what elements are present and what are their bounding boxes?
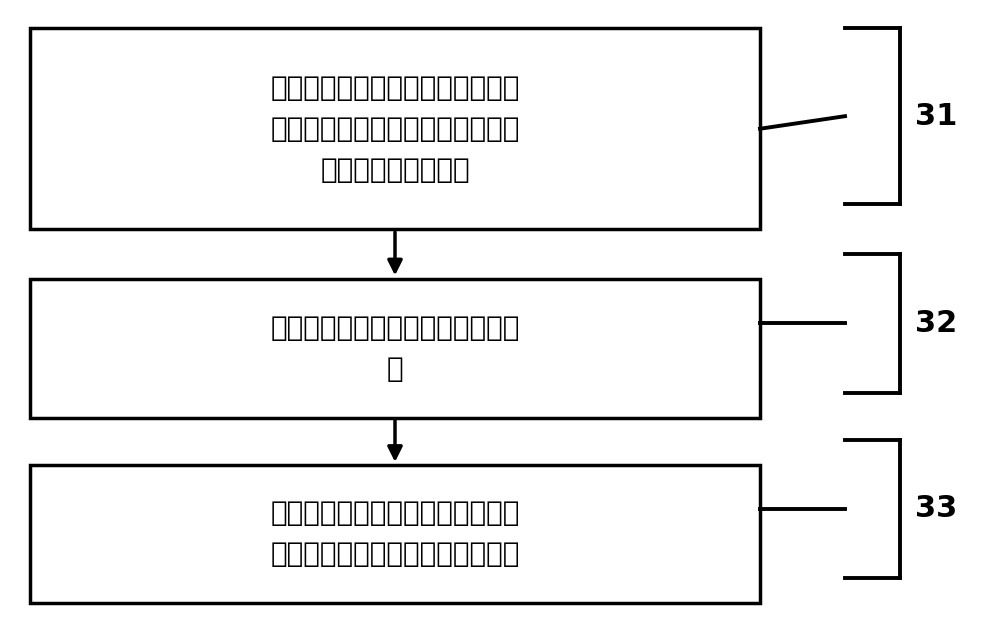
Bar [30, 465, 760, 603]
Text: 根据基准片的设计外径公差进行基
准片加工，根据校正片的设计外径
公差进行校正片加工: 根据基准片的设计外径公差进行基 准片加工，根据校正片的设计外径 公差进行校正片加… [270, 73, 520, 184]
Text: 使用所述偏心夹具将所述基准片和
所述校正片一一胶合得到胶合透镜: 使用所述偏心夹具将所述基准片和 所述校正片一一胶合得到胶合透镜 [270, 499, 520, 568]
Text: 根据所述基准片的首样调整偏心夹
具: 根据所述基准片的首样调整偏心夹 具 [270, 314, 520, 383]
Text: 32: 32 [915, 309, 957, 338]
Text: 31: 31 [915, 102, 957, 131]
Text: 33: 33 [915, 494, 957, 523]
Bar [30, 28, 760, 229]
Bar [30, 279, 760, 418]
